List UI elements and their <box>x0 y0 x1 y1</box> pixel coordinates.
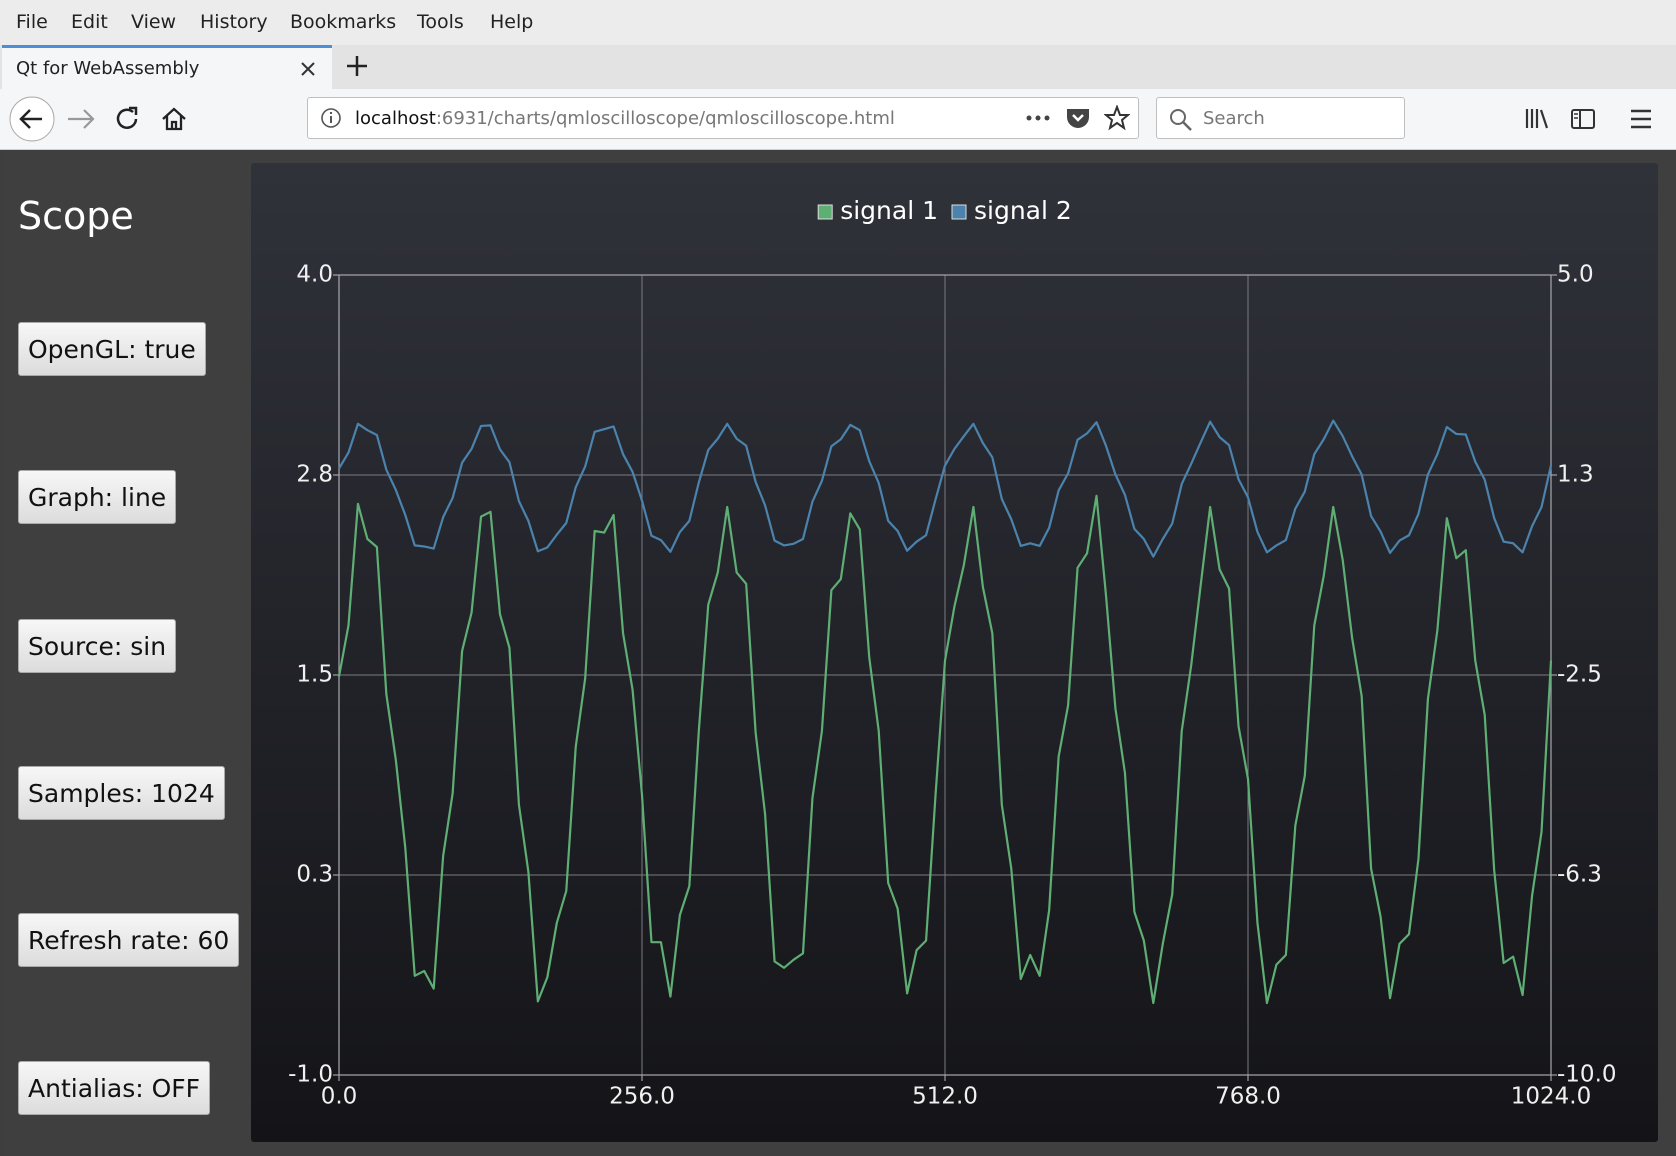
nav-bar: localhost:6931/charts/qmloscilloscope/qm… <box>0 89 1676 150</box>
y-tick-label: -1.0 <box>288 1062 333 1088</box>
y-tick-label: 4.0 <box>296 262 333 288</box>
url-path: :6931/charts/qmloscilloscope/qmloscillos… <box>436 108 895 129</box>
url-host: localhost <box>355 108 436 129</box>
chart: 0.0256.0512.0768.01024.0-1.00.31.52.84.0… <box>251 163 1658 1142</box>
sidebar-button[interactable] <box>1570 106 1596 132</box>
forward-button[interactable] <box>66 105 96 133</box>
legend-item: signal 2 <box>952 196 1072 225</box>
samples-button[interactable]: Samples: 1024 <box>18 766 225 820</box>
url-bar[interactable]: localhost:6931/charts/qmloscilloscope/qm… <box>307 97 1139 139</box>
legend: signal 1 signal 2 <box>818 196 1072 225</box>
x-tick-label: 768.0 <box>1215 1084 1281 1110</box>
info-icon[interactable] <box>320 107 342 129</box>
tab-title: Qt for WebAssembly <box>16 58 199 79</box>
library-button[interactable] <box>1524 106 1550 132</box>
home-button[interactable] <box>160 105 188 133</box>
url-text: localhost:6931/charts/qmloscilloscope/qm… <box>355 108 895 129</box>
search-icon <box>1169 108 1193 132</box>
y2-tick-label: -6.3 <box>1557 862 1602 888</box>
source-button[interactable]: Source: sin <box>18 619 176 673</box>
menu-bar: File Edit View History Bookmarks Tools H… <box>0 0 1676 45</box>
y2-tick-label: -2.5 <box>1557 662 1602 688</box>
menu-item[interactable]: View <box>131 11 176 33</box>
y-tick-label: 0.3 <box>296 862 333 888</box>
x-tick-label: 256.0 <box>609 1084 675 1110</box>
pocket-icon[interactable] <box>1065 106 1091 130</box>
menu-button[interactable] <box>1629 107 1653 131</box>
y2-tick-label: 1.3 <box>1557 462 1594 488</box>
antialias-button[interactable]: Antialias: OFF <box>18 1061 210 1115</box>
tab-bar: Qt for WebAssembly <box>0 45 1676 90</box>
legend-swatch <box>952 205 966 219</box>
search-placeholder: Search <box>1203 108 1265 129</box>
menu-item[interactable]: History <box>200 11 268 33</box>
chart-panel: 0.0256.0512.0768.01024.0-1.00.31.52.84.0… <box>251 163 1658 1142</box>
tab[interactable]: Qt for WebAssembly <box>2 45 332 89</box>
menu-item[interactable]: Edit <box>71 11 108 33</box>
y-tick-label: 2.8 <box>296 462 333 488</box>
search-bar[interactable]: Search <box>1156 97 1405 139</box>
x-tick-label: 512.0 <box>912 1084 978 1110</box>
back-button[interactable] <box>8 95 56 143</box>
app-title: Scope <box>18 194 134 238</box>
reload-button[interactable] <box>114 105 142 133</box>
page-actions[interactable] <box>1024 110 1052 126</box>
bookmark-star[interactable] <box>1104 105 1130 131</box>
legend-label: signal 1 <box>840 196 938 225</box>
refresh-button[interactable]: Refresh rate: 60 <box>18 913 239 967</box>
tab-close[interactable] <box>299 60 317 78</box>
y2-tick-label: 5.0 <box>1557 262 1594 288</box>
menu-item[interactable]: Tools <box>417 11 464 33</box>
app-canvas: Scope OpenGL: true Graph: line Source: s… <box>3 150 1676 1156</box>
legend-label: signal 2 <box>974 196 1072 225</box>
menu-item[interactable]: Bookmarks <box>290 11 396 33</box>
y-tick-label: 1.5 <box>296 662 333 688</box>
y2-tick-label: -10.0 <box>1557 1062 1617 1088</box>
graph-button[interactable]: Graph: line <box>18 470 176 524</box>
opengl-button[interactable]: OpenGL: true <box>18 322 206 376</box>
legend-item: signal 1 <box>818 196 938 225</box>
menu-item[interactable]: File <box>16 11 48 33</box>
menu-item[interactable]: Help <box>490 11 533 33</box>
new-tab[interactable] <box>345 54 369 78</box>
legend-swatch <box>818 205 832 219</box>
